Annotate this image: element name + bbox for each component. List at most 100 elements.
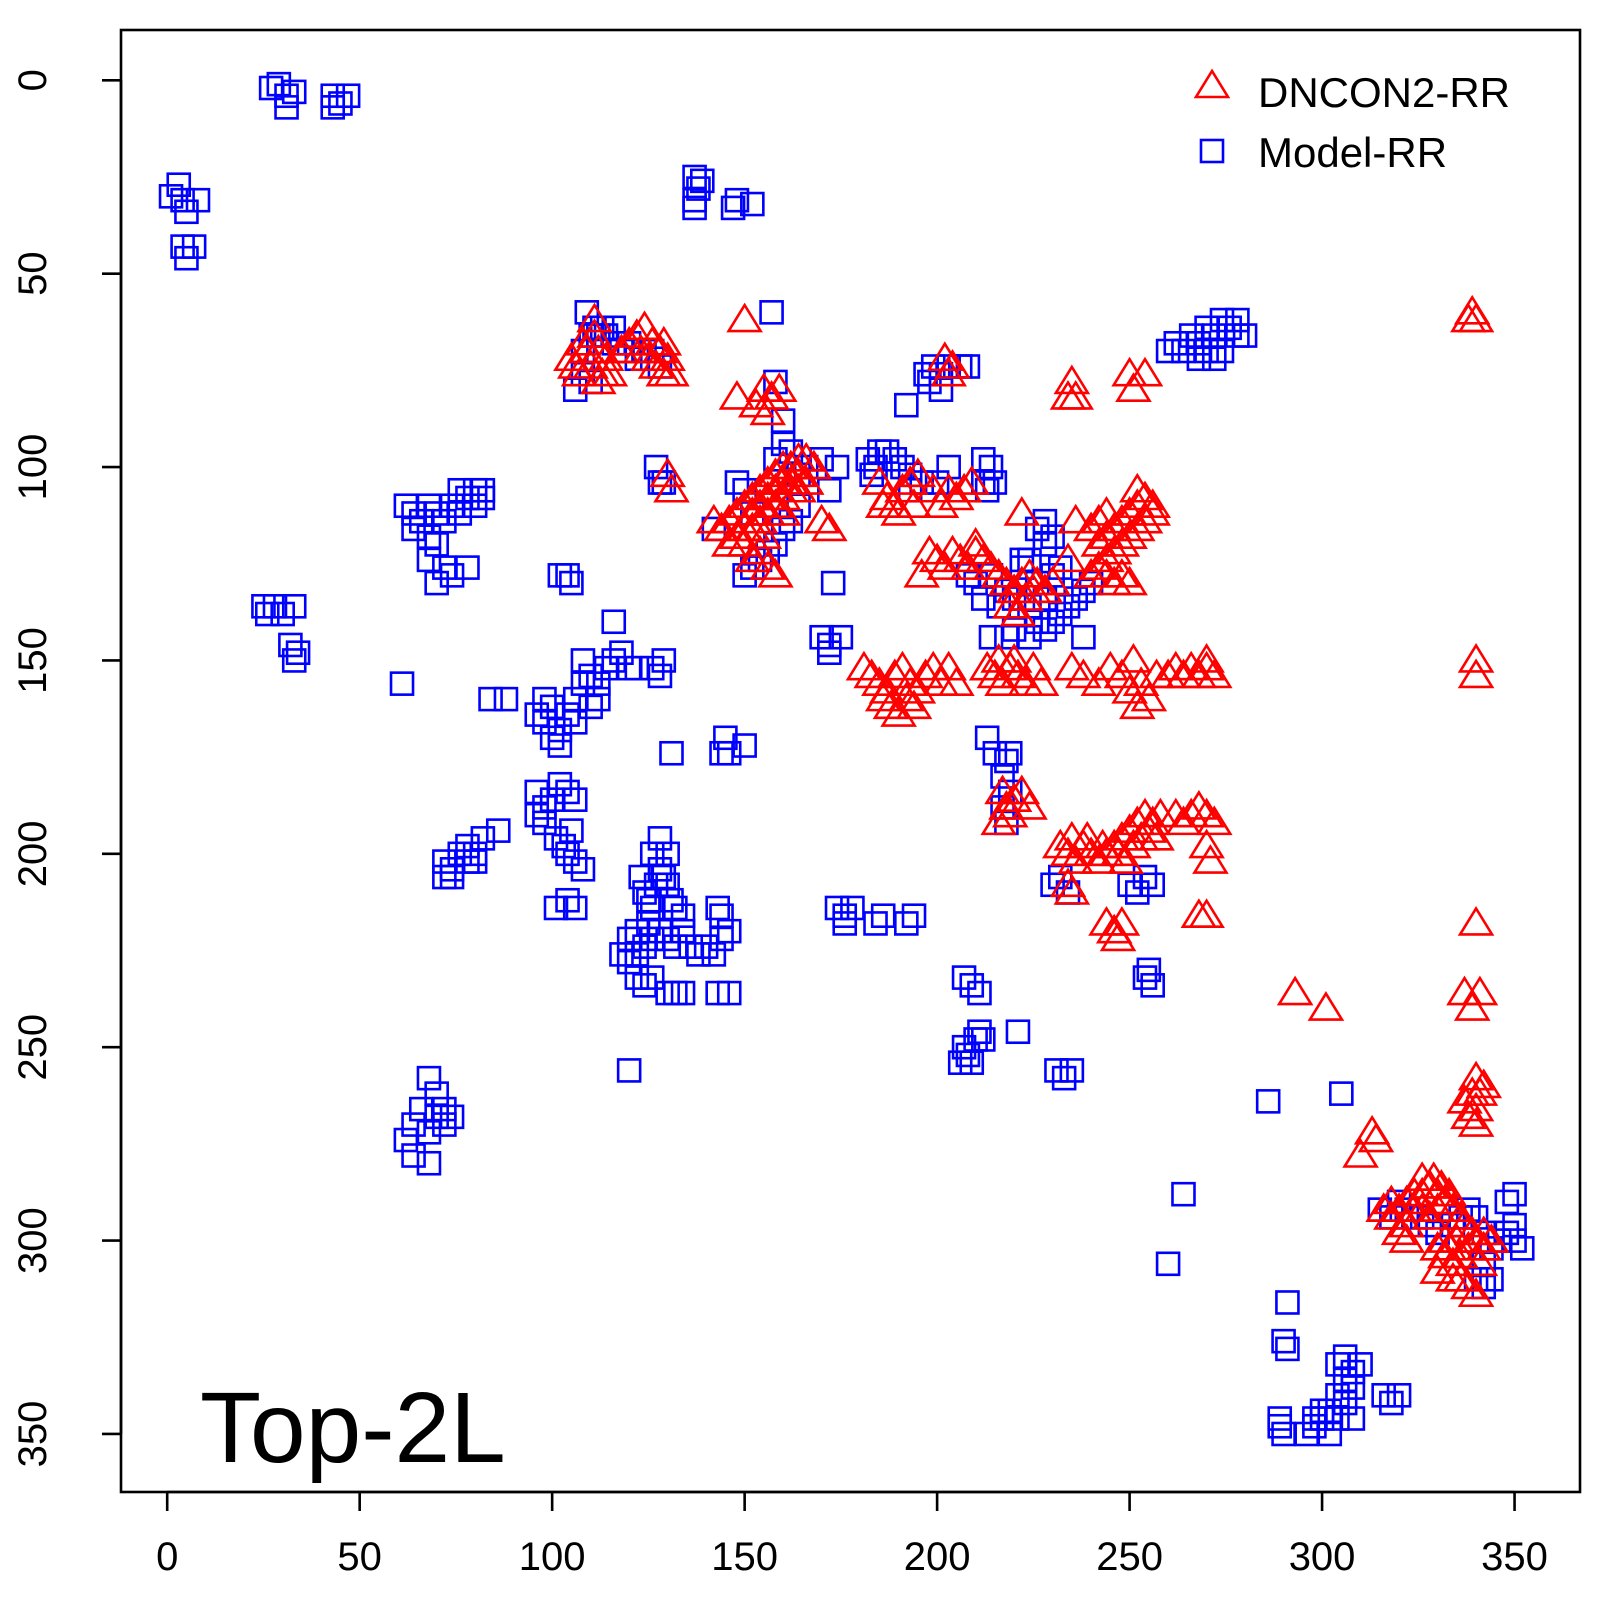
dncon2-rr-point: [1442, 1238, 1479, 1269]
model-rr-point: [1267, 1413, 1293, 1439]
model-rr-point: [1071, 624, 1096, 650]
dncon2-rr-point: [1457, 1107, 1495, 1137]
model-rr-point: [1509, 1236, 1535, 1261]
model-rr-point: [447, 841, 473, 867]
dncon2-rr-point: [603, 333, 640, 364]
model-rr-point: [1032, 532, 1058, 557]
dncon2-rr-point: [1446, 1083, 1483, 1114]
x-tick-label: 200: [904, 1535, 971, 1579]
dncon2-rr-point: [1049, 542, 1087, 573]
dncon2-rr-point: [1180, 789, 1218, 820]
model-rr-point: [740, 191, 765, 217]
model-rr-point: [1232, 323, 1258, 348]
model-rr-point: [759, 300, 784, 325]
model-rr-point: [670, 903, 696, 929]
model-rr-point: [416, 493, 442, 519]
dncon2-rr-point: [1095, 511, 1133, 542]
dncon2-rr-point: [972, 550, 1010, 580]
dncon2-rr-point: [1188, 828, 1225, 859]
model-rr-point: [1302, 1413, 1327, 1439]
dncon2-rr-point: [1099, 836, 1137, 867]
dncon2-rr-point: [1053, 364, 1091, 395]
model-rr-point: [1209, 338, 1235, 364]
plot-frame: [119, 28, 1582, 1494]
model-rr-point: [1032, 617, 1058, 642]
dncon2-rr-point: [1276, 975, 1314, 1006]
model-rr-point: [1371, 1383, 1396, 1408]
dncon2-rr-point: [1095, 534, 1133, 565]
model-rr-point: [1317, 1421, 1343, 1447]
dncon2-rr-point: [1103, 503, 1141, 534]
dncon2-rr-point: [556, 349, 594, 379]
dncon2-rr-point: [876, 658, 914, 689]
dncon2-rr-point: [957, 534, 994, 565]
y-tick-label: 250: [11, 1014, 55, 1081]
model-rr-point: [539, 725, 565, 751]
dncon2-rr-point: [1457, 1091, 1495, 1122]
model-rr-point: [832, 903, 858, 929]
model-rr-point: [562, 686, 588, 712]
dncon2-rr-point: [757, 457, 794, 488]
dncon2-rr-point: [618, 318, 656, 348]
dncon2-rr-point: [811, 511, 848, 542]
model-rr-point: [1171, 338, 1196, 364]
dncon2-rr-point: [1419, 1192, 1456, 1222]
dncon2-rr-point: [787, 465, 825, 495]
model-rr-point: [632, 973, 657, 998]
model-rr-point: [1340, 1406, 1366, 1431]
dncon2-rr-point: [1450, 1269, 1487, 1300]
dncon2-rr-point: [911, 534, 948, 565]
model-rr-point: [1325, 1352, 1350, 1377]
dncon2-rr-point: [922, 666, 960, 696]
dncon2-rr-point: [926, 550, 964, 580]
dncon2-rr-point: [1465, 1230, 1503, 1261]
model-rr-point: [705, 895, 730, 921]
y-tick-label: 100: [11, 434, 55, 501]
dncon2-rr-point: [938, 480, 975, 511]
dncon2-rr-point: [637, 349, 675, 379]
model-rr-point: [1255, 1089, 1281, 1114]
model-rr-point: [824, 895, 850, 921]
dncon2-rr-point: [899, 457, 937, 488]
model-rr-point: [547, 771, 573, 797]
model-rr-point: [1017, 624, 1042, 650]
dncon2-rr-point: [1057, 844, 1095, 874]
dncon2-rr-point: [1115, 642, 1152, 673]
model-rr-point: [166, 172, 192, 198]
model-rr-point: [1275, 1336, 1300, 1362]
dncon2-rr-point: [1080, 503, 1118, 534]
model-rr-point: [651, 648, 677, 673]
dncon2-rr-point: [880, 697, 917, 727]
model-rr-point: [936, 454, 961, 480]
dncon2-rr-point: [880, 495, 917, 526]
dncon2-rr-point: [995, 782, 1033, 812]
model-rr-point: [462, 849, 488, 874]
dncon2-rr-point: [903, 557, 941, 588]
model-rr-point: [1059, 1058, 1085, 1083]
dncon2-rr-point: [1118, 689, 1156, 720]
model-rr-point: [724, 187, 750, 213]
model-rr-point: [1309, 1406, 1335, 1431]
model-rr-point: [732, 733, 757, 758]
dncon2-rr-point: [764, 495, 802, 526]
dncon2-rr-point: [718, 379, 756, 410]
dncon2-rr-point: [1134, 488, 1172, 519]
legend-square-marker: [1199, 138, 1225, 164]
model-rr-point: [713, 725, 738, 751]
dncon2-rr-point: [1088, 542, 1125, 573]
dncon2-rr-point: [1195, 658, 1233, 689]
model-rr-point: [274, 95, 299, 120]
model-rr-point: [670, 918, 696, 944]
dncon2-rr-point: [941, 542, 979, 573]
dncon2-rr-point: [749, 395, 787, 426]
dncon2-rr-point: [1373, 1184, 1410, 1215]
dncon2-rr-point: [864, 488, 902, 519]
model-rr-point: [1502, 1228, 1527, 1253]
model-rr-point: [709, 903, 734, 929]
model-rr-point: [1001, 617, 1027, 642]
dncon2-rr-point: [1188, 650, 1225, 681]
x-axis: 0 50 100 150 200 250 300 350: [156, 1490, 1548, 1579]
model-rr-point: [990, 764, 1015, 789]
model-rr-point: [539, 694, 565, 720]
